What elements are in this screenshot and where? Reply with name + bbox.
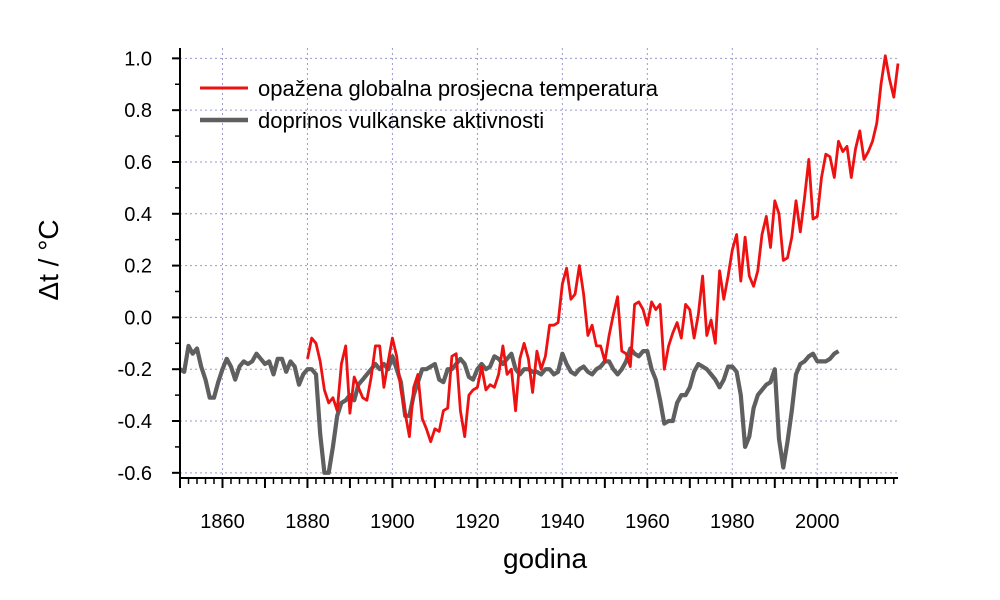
series-lines (178, 54, 900, 475)
y-axis-title: Δt / °C (33, 219, 64, 300)
y-tick-label: -0.4 (118, 411, 152, 433)
series-line-volcanic (178, 343, 840, 475)
y-tick-label: 1.0 (124, 48, 152, 70)
legend-label: doprinos vulkanske aktivnosti (258, 108, 544, 133)
x-tick-label: 1900 (370, 511, 415, 533)
x-axis-title: godina (503, 543, 588, 574)
x-tick-label: 2000 (795, 511, 840, 533)
axes: -0.6 -0.4 -0.2 0.0 0.2 0.4 0.6 0.8 1.0 1860 1880 19… (118, 48, 898, 533)
legend: opažena globalna prosjecna temperatura do… (200, 76, 659, 133)
x-tick-label: 1860 (200, 511, 245, 533)
x-tick-label: 1980 (710, 511, 755, 533)
y-tick-label: -0.2 (118, 359, 152, 381)
x-tick-label: 1960 (625, 511, 670, 533)
x-tick-label: 1880 (285, 511, 330, 533)
y-tick-label: 0.8 (124, 100, 152, 122)
legend-label: opažena globalna prosjecna temperatura (258, 76, 659, 101)
y-tick-label: 0.4 (124, 204, 152, 226)
y-tick-label: 0.2 (124, 256, 152, 278)
y-tick-label: 0.0 (124, 307, 152, 329)
grid (180, 48, 898, 478)
x-tick-label: 1940 (540, 511, 585, 533)
y-tick-label: 0.6 (124, 152, 152, 174)
y-tick-label: -0.6 (118, 463, 152, 485)
x-tick-label: 1920 (455, 511, 500, 533)
series-line-temperature (306, 54, 900, 444)
